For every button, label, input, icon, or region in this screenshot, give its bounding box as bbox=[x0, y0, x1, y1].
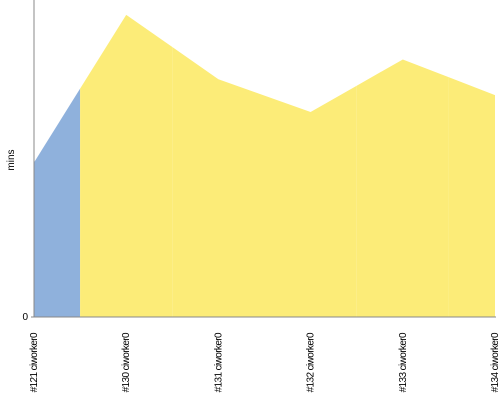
x-tick-label: #130 ciworker0 bbox=[121, 332, 132, 392]
x-tick-label: #133 ciworker0 bbox=[398, 332, 409, 392]
x-tick-label: #134 ciworker0 bbox=[490, 332, 500, 392]
area-segment bbox=[80, 14, 173, 317]
y-tick-label: 0 bbox=[22, 312, 28, 323]
x-tick-label: #132 ciworker0 bbox=[306, 332, 317, 392]
area-segment bbox=[34, 88, 81, 317]
area-segment bbox=[356, 59, 449, 317]
y-axis-label: mins bbox=[6, 149, 17, 170]
area-segment bbox=[264, 85, 357, 318]
x-tick-label: #121 ciworker0 bbox=[29, 332, 40, 392]
area-segment bbox=[448, 77, 495, 317]
area-segment bbox=[172, 47, 265, 317]
x-tick-label: #131 ciworker0 bbox=[213, 332, 224, 392]
